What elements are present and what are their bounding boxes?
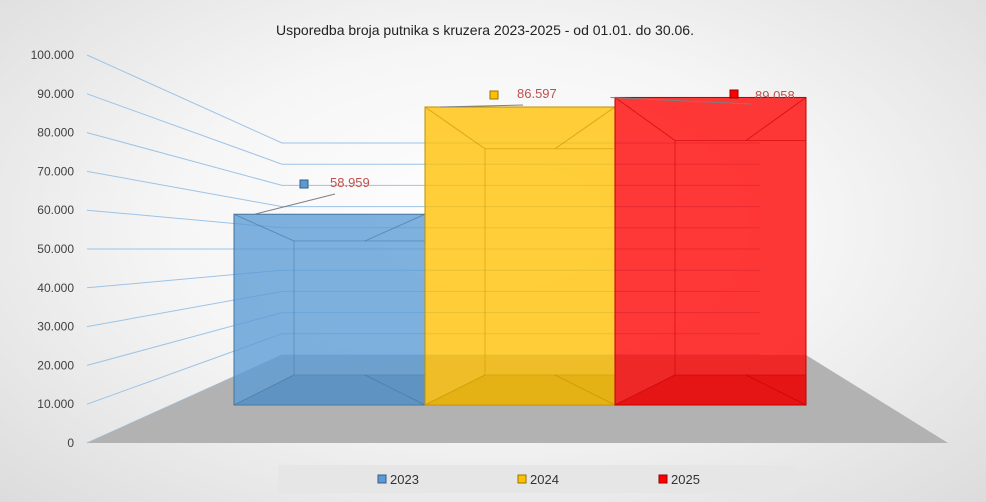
chart-title: Usporedba broja putnika s kruzera 2023-2… bbox=[276, 22, 694, 38]
data-label-marker bbox=[299, 179, 309, 189]
bar-edge bbox=[554, 106, 616, 150]
y-axis-ticks: 0 10.000 20.000 30.000 40.000 50.000 60.000 70.… bbox=[31, 48, 75, 450]
bar-front bbox=[614, 96, 807, 406]
y-tick-label: 50.000 bbox=[37, 242, 74, 256]
legend-label: 2024 bbox=[530, 472, 559, 487]
y-tick-label: 90.000 bbox=[37, 87, 74, 101]
y-tick-label: 100.000 bbox=[31, 48, 75, 62]
legend-label: 2025 bbox=[671, 472, 700, 487]
bar-edge bbox=[364, 374, 426, 406]
legend: 2023 2024 2025 bbox=[278, 465, 796, 493]
bar-2025 bbox=[614, 96, 807, 406]
bar-floor-face bbox=[615, 375, 806, 405]
y-tick-label: 70.000 bbox=[37, 164, 74, 178]
y-tick-label: 60.000 bbox=[37, 203, 74, 217]
y-tick-label: 80.000 bbox=[37, 126, 74, 140]
y-tick-label: 10.000 bbox=[37, 397, 74, 411]
legend-box bbox=[278, 465, 796, 493]
bar-front bbox=[424, 106, 616, 406]
legend-label: 2023 bbox=[390, 472, 419, 487]
y-tick-label: 30.000 bbox=[37, 320, 74, 334]
bar-edge bbox=[424, 106, 486, 150]
bar-edge bbox=[614, 97, 676, 141]
data-label: 89.058 bbox=[755, 88, 795, 103]
bar-edge bbox=[233, 213, 295, 242]
y-tick-label: 0 bbox=[67, 436, 74, 450]
bar-edge bbox=[424, 374, 486, 406]
bar-edge bbox=[745, 374, 807, 406]
bar-floor-face bbox=[234, 375, 425, 405]
data-labels: 58.959 86.597 89.058 bbox=[254, 86, 795, 215]
legend-marker bbox=[658, 474, 668, 484]
data-label-marker bbox=[489, 90, 499, 100]
legend-marker bbox=[517, 474, 527, 484]
bar-front bbox=[233, 213, 426, 406]
bar-back-edge bbox=[674, 140, 807, 376]
bar-2023 bbox=[233, 213, 426, 406]
bar-floor-face bbox=[425, 375, 615, 405]
bar-edge bbox=[745, 97, 807, 141]
y-tick-label: 40.000 bbox=[37, 281, 74, 295]
bars bbox=[233, 96, 807, 406]
data-label-leader bbox=[610, 96, 752, 105]
data-label: 58.959 bbox=[330, 175, 370, 190]
y-tick-label: 20.000 bbox=[37, 358, 74, 372]
legend-marker bbox=[377, 474, 387, 484]
data-label-leader bbox=[254, 193, 336, 215]
bar-edge bbox=[554, 374, 616, 406]
bar-edge bbox=[364, 213, 426, 242]
bar-edge bbox=[614, 374, 676, 406]
bar-2024 bbox=[424, 106, 616, 406]
data-label-marker bbox=[729, 89, 739, 99]
bar-edge bbox=[233, 374, 295, 406]
data-label-leader bbox=[439, 104, 524, 108]
data-label: 86.597 bbox=[517, 86, 557, 101]
